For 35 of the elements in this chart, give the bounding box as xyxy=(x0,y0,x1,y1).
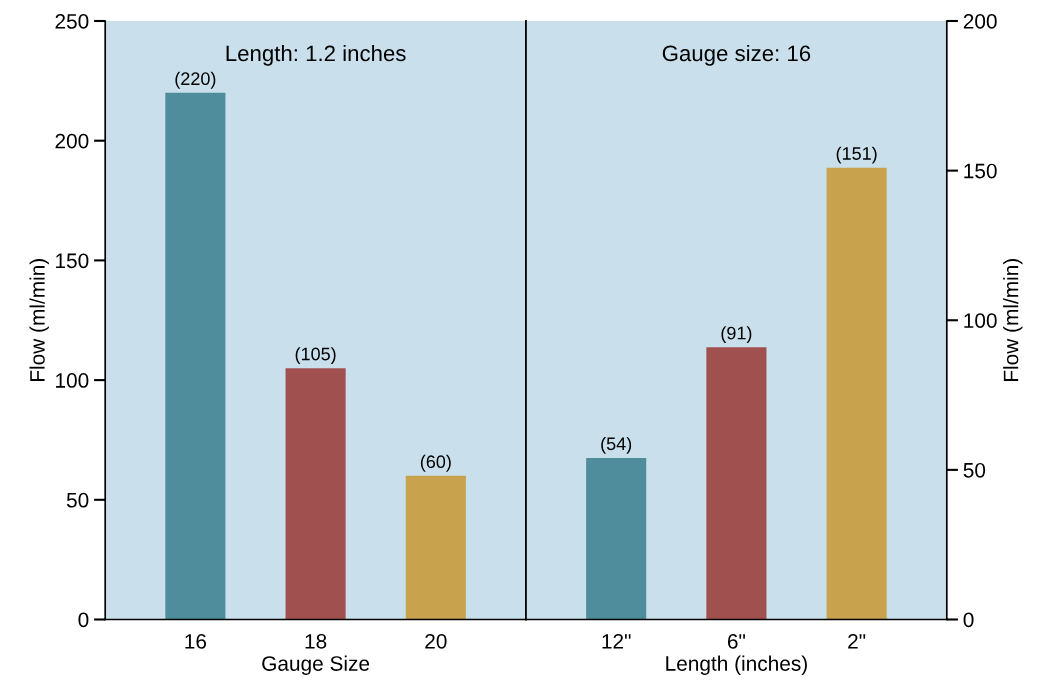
bar xyxy=(165,92,226,620)
data-label: (54) xyxy=(601,436,632,454)
y2-tick-label: 100 xyxy=(964,313,997,328)
bar xyxy=(706,347,767,620)
x-tick-label: 20 xyxy=(425,633,447,649)
y2-tick-label: 200 xyxy=(963,14,997,29)
bar xyxy=(586,457,647,620)
y2-axis-title: Flow (ml/min) xyxy=(1003,259,1023,382)
y-axis-title: Flow (ml/min) xyxy=(29,259,49,382)
x-tick-label: 2" xyxy=(848,633,866,649)
x-axis-title: Gauge Size xyxy=(262,655,370,676)
y-tick-label: 250 xyxy=(55,14,89,29)
data-label: (60) xyxy=(420,454,451,472)
y2-tick-label: 150 xyxy=(964,163,997,179)
bar xyxy=(405,475,466,620)
data-label: (220) xyxy=(175,71,216,89)
y2-tick-label: 0 xyxy=(963,612,974,628)
y-tick-label: 150 xyxy=(56,253,89,269)
x-tick-label: 6" xyxy=(727,633,746,649)
bar xyxy=(285,368,346,620)
x-tick-label: 16 xyxy=(185,633,207,649)
y-tick-label: 100 xyxy=(56,373,89,388)
data-label: (105) xyxy=(295,347,336,364)
x-axis-title: Length (inches) xyxy=(666,655,807,676)
text: Gauge size: 16 xyxy=(662,44,811,66)
bar xyxy=(826,167,887,620)
text: Length: 1.2 inches xyxy=(226,44,406,66)
data-label: (151) xyxy=(836,146,877,164)
data-label: (91) xyxy=(721,326,752,344)
y2-tick-label: 50 xyxy=(963,462,986,478)
y-tick-label: 50 xyxy=(66,492,89,508)
y-tick-label: 200 xyxy=(55,133,89,149)
x-tick-label: 12" xyxy=(602,633,631,649)
x-tick-label: 18 xyxy=(305,633,327,649)
y-tick-label: 0 xyxy=(78,612,89,628)
